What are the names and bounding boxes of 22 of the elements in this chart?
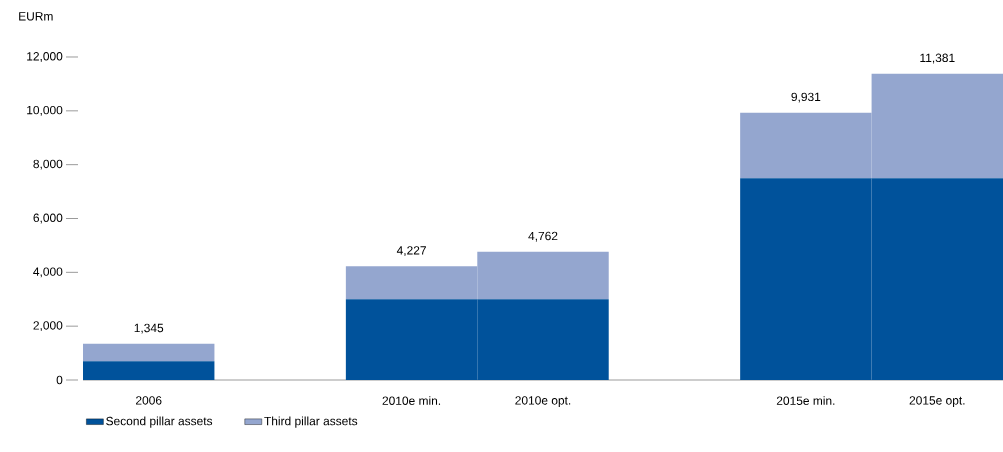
y-tick-label: 12,000 <box>27 52 63 62</box>
total-label: 4,227 <box>396 246 426 257</box>
bar <box>83 343 215 362</box>
legend-label: Third pillar assets <box>264 416 358 428</box>
x-tick-label: 2015e min. <box>776 396 835 405</box>
total-label: 4,762 <box>528 231 558 242</box>
total-label: 1,345 <box>134 323 164 334</box>
y-axis-title: EURm <box>19 12 53 21</box>
y-tick-label: 4,000 <box>33 267 63 278</box>
y-tick-label: 2,000 <box>33 321 63 332</box>
x-tick-label: 2006 <box>136 396 162 405</box>
total-label: 9,931 <box>791 92 821 103</box>
bar <box>83 361 215 380</box>
y-tick-label: 8,000 <box>33 159 63 170</box>
y-tick-label: 6,000 <box>33 213 63 224</box>
legend-label: Second pillar assets <box>106 416 213 428</box>
x-tick-label: 2010e opt. <box>515 396 571 408</box>
y-tick-label: 0 <box>56 375 63 385</box>
y-tick-label: 10,000 <box>27 105 63 116</box>
total-label: 11,381 <box>920 53 955 64</box>
x-tick-label: 2010e min. <box>382 396 441 405</box>
x-tick-label: 2015e opt. <box>909 396 965 408</box>
